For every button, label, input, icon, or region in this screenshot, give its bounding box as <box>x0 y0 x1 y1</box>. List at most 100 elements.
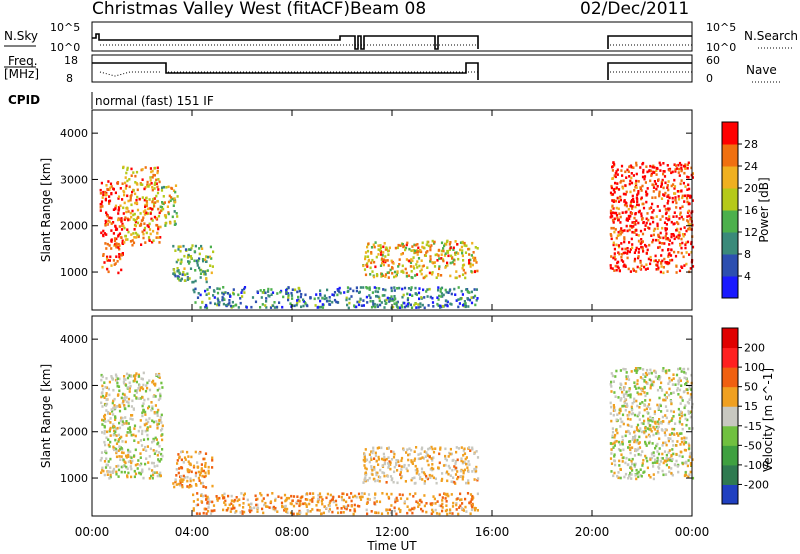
echo-cell <box>177 258 180 262</box>
echo-cell <box>187 262 191 265</box>
echo-cell <box>439 448 442 451</box>
echo-cell <box>405 258 408 261</box>
echo-cell <box>117 438 120 441</box>
echo-cell <box>144 413 147 416</box>
echo-cell <box>317 497 320 501</box>
echo-cell <box>201 258 205 261</box>
echo-cell <box>610 448 613 451</box>
echo-cell <box>681 461 684 465</box>
echo-cell <box>621 440 624 444</box>
echo-cell <box>260 493 263 497</box>
echo-cell <box>295 500 299 504</box>
echo-cell <box>683 448 686 452</box>
echo-cell <box>138 389 141 392</box>
echo-cell <box>609 215 612 219</box>
echo-cell <box>617 476 620 480</box>
echo-cell <box>427 463 430 467</box>
echo-cell <box>660 261 663 264</box>
echo-cell <box>119 187 122 190</box>
echo-cell <box>108 188 111 191</box>
echo-cell <box>673 178 676 182</box>
echo-cell <box>466 492 470 495</box>
echo-cell <box>189 248 192 251</box>
echo-cell <box>623 395 626 398</box>
echo-cell <box>123 375 126 378</box>
echo-cell <box>243 287 246 291</box>
echo-cell <box>125 434 128 437</box>
echo-cell <box>674 164 678 167</box>
echo-cell <box>126 166 129 170</box>
echo-cell <box>382 288 385 291</box>
echo-cell <box>627 430 630 433</box>
echo-cell <box>368 453 371 456</box>
echo-cell <box>423 306 426 310</box>
echo-cell <box>657 238 660 242</box>
echo-cell <box>433 497 436 501</box>
echo-cell <box>652 216 655 220</box>
echo-cell <box>683 264 686 267</box>
echo-cell <box>113 429 116 433</box>
echo-cell <box>668 239 671 242</box>
echo-cell <box>153 204 156 208</box>
echo-cell <box>457 305 460 309</box>
echo-cell <box>373 496 376 500</box>
echo-cell <box>626 423 629 427</box>
echo-cell <box>147 236 151 239</box>
echo-cell <box>429 258 432 261</box>
echo-cell <box>395 301 398 305</box>
echo-cell <box>668 196 671 200</box>
echo-cell <box>203 272 206 276</box>
echo-cell <box>379 468 382 472</box>
echo-cell <box>639 402 642 405</box>
echo-cell <box>113 263 116 266</box>
echo-cell <box>137 235 140 239</box>
echo-cell <box>112 445 115 449</box>
echo-cell <box>194 471 198 475</box>
echo-cell <box>148 228 152 231</box>
echo-cell <box>290 494 293 498</box>
echo-cell <box>384 260 387 264</box>
echo-cell <box>141 168 144 171</box>
echo-cell <box>273 301 276 304</box>
echo-cell <box>393 506 396 510</box>
echo-cell <box>670 233 673 236</box>
echo-cell <box>618 252 621 256</box>
echo-cell <box>611 427 614 430</box>
echo-cell <box>676 432 679 435</box>
echo-cell <box>179 245 182 248</box>
echo-cell <box>135 201 139 205</box>
echo-cell <box>644 442 647 446</box>
echo-cell <box>642 387 645 391</box>
echo-cell <box>111 410 114 413</box>
echo-cell <box>352 289 355 293</box>
echo-cell <box>101 205 104 208</box>
echo-cell <box>200 463 203 466</box>
echo-cell <box>146 386 149 390</box>
echo-cell <box>392 450 395 454</box>
echo-cell <box>687 401 690 405</box>
echo-cell <box>151 188 154 192</box>
echo-cell <box>118 244 121 247</box>
echo-cell <box>158 180 161 184</box>
echo-cell <box>163 201 166 204</box>
echo-cell <box>102 234 105 238</box>
echo-cell <box>679 379 682 382</box>
echo-cell <box>639 376 642 379</box>
echo-cell <box>612 161 615 164</box>
echo-cell <box>228 503 231 507</box>
echo-cell <box>130 233 133 236</box>
echo-cell <box>408 508 411 512</box>
echo-cell <box>660 265 663 268</box>
echo-cell <box>617 207 620 211</box>
echo-cell <box>151 469 154 472</box>
echo-cell <box>474 259 477 262</box>
echo-cell <box>431 463 434 466</box>
echo-cell <box>364 448 367 451</box>
echo-cell <box>364 471 367 474</box>
echo-cell <box>156 169 159 173</box>
echo-cell <box>334 499 338 503</box>
echo-cell <box>156 464 159 468</box>
echo-cell <box>470 508 474 512</box>
echo-cell <box>118 409 122 413</box>
echo-cell <box>328 504 331 508</box>
